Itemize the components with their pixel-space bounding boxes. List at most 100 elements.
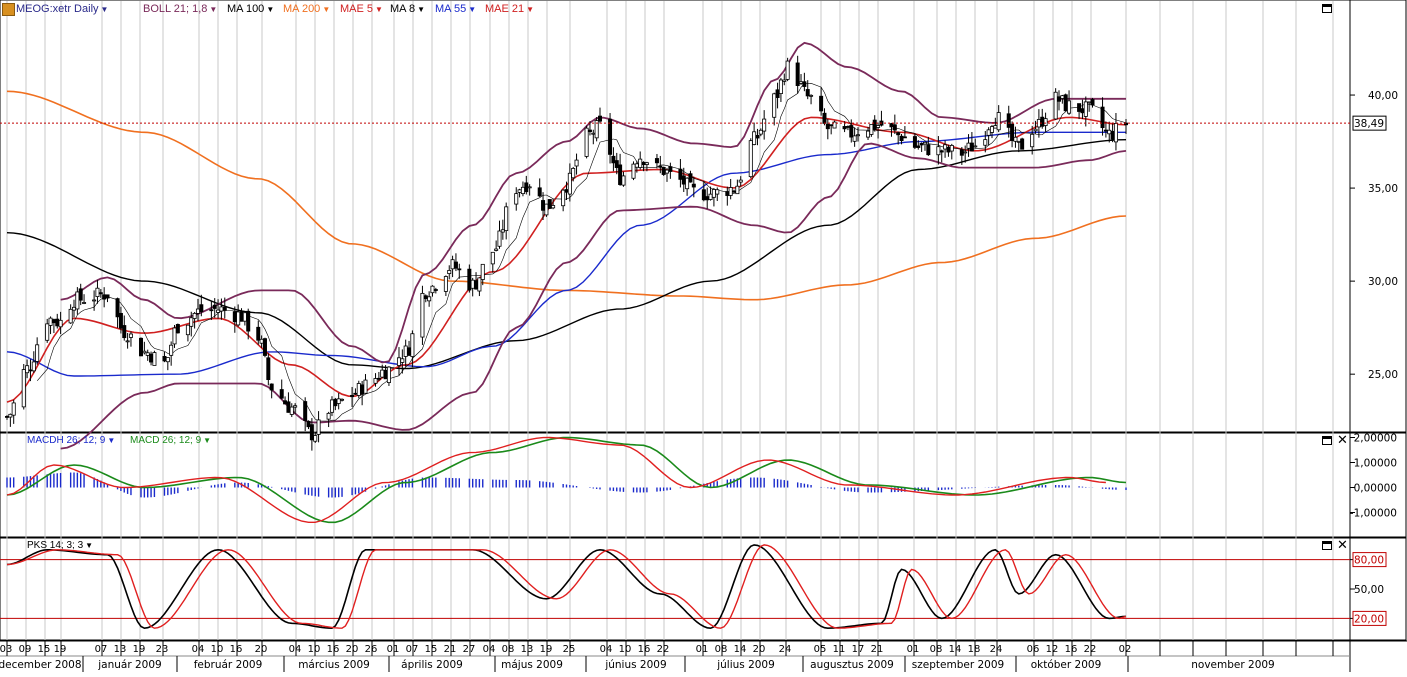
legend-symbol[interactable]: MEOG:xetr Daily ▼ [16,3,108,15]
date-tick-label: 04 [483,644,496,655]
candle-body [685,177,690,190]
candle-body [350,394,355,398]
month-label: június 2009 [604,659,666,671]
date-tick-label: 17 [852,644,865,655]
month-label: április 2009 [401,659,463,671]
macd-signal-line [6,436,1106,523]
candle-body [189,317,194,327]
candle-body [1040,116,1045,127]
date-tick-label: 01 [696,644,709,655]
candle-body [269,383,274,391]
candle-body [551,205,556,209]
macd-tick-label: -1,00000 [1350,508,1397,520]
candle-body [544,203,549,216]
candle-body [474,280,479,290]
legend-ma100[interactable]: MA 100 ▼ [227,3,274,15]
candle-body [28,369,33,372]
candle-body [236,311,241,326]
candle-body [825,123,830,130]
candle-body [732,190,737,193]
candle-body [946,146,951,153]
candle-body [524,182,529,193]
ma100-line [6,139,1127,370]
candle-body [547,199,552,209]
candle-body [353,392,358,395]
candle-body [289,406,294,415]
legend-mae5[interactable]: MAE 5 ▼ [340,3,383,15]
close-stoch-panel-icon[interactable]: ✕ [1337,537,1348,552]
date-tick-label: 07 [406,644,419,655]
legend-boll[interactable]: BOLL 21; 1,8 ▼ [143,3,217,15]
candle-body [517,189,522,193]
candle-body [1030,133,1035,148]
candle-body [701,189,706,201]
candle-body [939,150,944,153]
candle-body [869,123,874,135]
candle-body [711,189,716,198]
date-tick-label: 10 [211,644,224,655]
candle-body [266,357,271,381]
dropdown-arrow-icon: ▼ [322,5,331,14]
candle-body [82,302,87,304]
candle-body [969,142,974,152]
candle-body [152,352,157,366]
candle-body [855,134,860,137]
candle-body [611,155,616,164]
candle-body [222,307,227,311]
candle-body [520,186,525,195]
candle-body [1016,140,1021,143]
candle-body [1083,101,1088,117]
candle-body [772,93,777,118]
dropdown-arrow-icon: ▼ [107,436,116,445]
legend-pks[interactable]: PKS 14; 3; 3 ▼ [27,540,93,551]
candle-body [755,134,760,139]
date-tick-label: 15 [425,644,438,655]
candle-body [1107,129,1112,135]
date-tick-label: 20 [346,644,359,655]
month-label: május 2009 [501,659,563,671]
maximize-price-panel-icon[interactable] [1322,4,1332,13]
candle-body [450,259,455,270]
legend-macd[interactable]: MACD 26; 12; 9 ▼ [130,435,211,446]
legend-mae21[interactable]: MAE 21 ▼ [485,3,534,15]
last-price-box [1352,115,1387,131]
dropdown-arrow-icon: ▼ [85,541,94,550]
candle-body [199,304,204,313]
candle-body [443,276,448,292]
legend-ma200[interactable]: MA 200 ▼ [283,3,330,15]
maximize-stoch-panel-icon[interactable] [1322,541,1332,550]
candle-body [943,144,948,150]
legend-ma55[interactable]: MA 55 ▼ [435,3,476,15]
maximize-macd-panel-icon[interactable] [1322,436,1332,445]
candle-body [356,383,361,396]
close-macd-panel-icon[interactable]: ✕ [1337,432,1348,447]
candle-body [527,186,532,189]
candle-body [561,189,566,207]
candle-body [8,413,13,418]
candle-body [584,127,589,157]
date-tick-label: 13 [114,644,127,655]
dropdown-arrow-icon: ▼ [266,5,275,14]
date-tick-label: 16 [230,644,243,655]
date-tick-label: 20 [753,644,766,655]
candle-body [145,352,150,356]
candle-body [654,158,659,164]
legend-ma8[interactable]: MA 8 ▼ [390,3,425,15]
candle-body [902,136,907,139]
candle-body [1020,138,1025,150]
legend-boll-label: BOLL 21; 1,8 [143,3,208,15]
legend-macdh[interactable]: MACDH 26; 12; 9 ▼ [27,435,115,446]
candle-body [919,143,924,146]
candle-body [564,189,569,193]
date-tick-label: 05 [814,644,827,655]
symbol-icon[interactable] [2,3,15,16]
date-tick-label: 26 [365,644,378,655]
candle-body [993,125,998,129]
candle-body [256,326,261,341]
candle-body [598,115,603,122]
date-tick-label: 08 [502,644,515,655]
candle-body [232,311,237,323]
candle-body [608,118,613,155]
candle-body [1056,96,1061,102]
